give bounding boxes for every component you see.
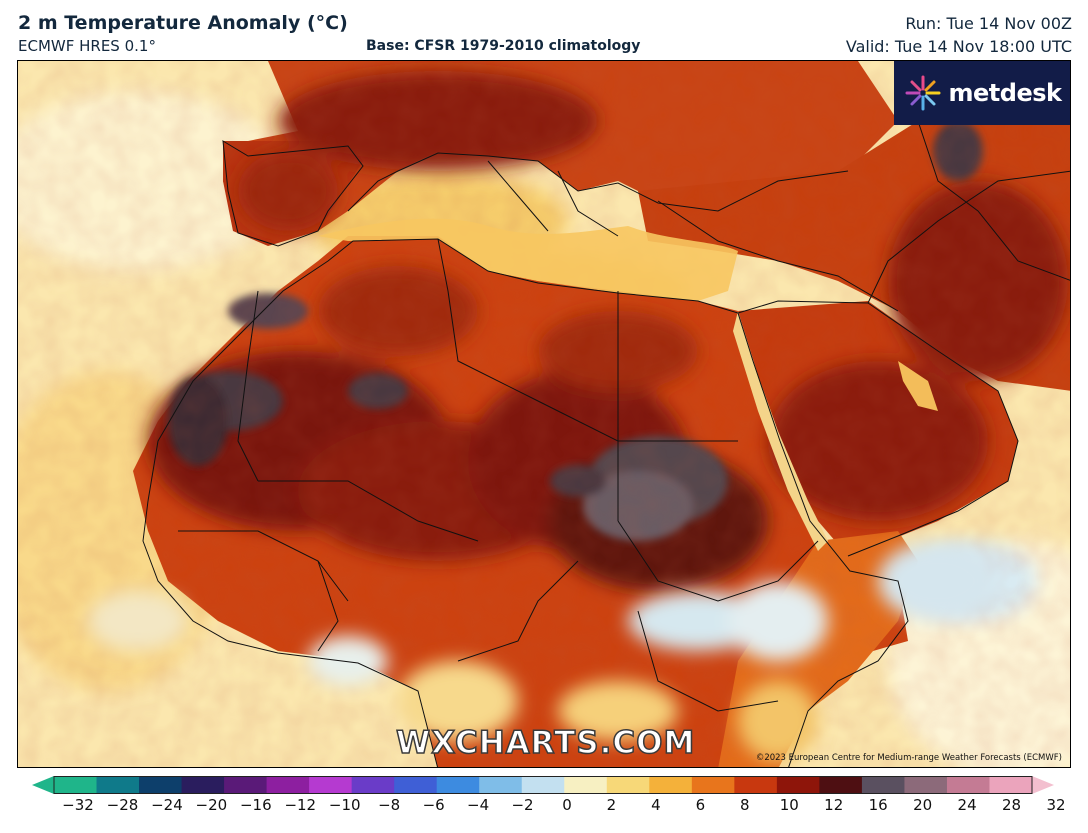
colorbar-tick-label: −16	[239, 796, 272, 814]
colorbar-tick-label: 0	[562, 796, 572, 814]
chart-title: 2 m Temperature Anomaly (°C)	[18, 12, 348, 34]
colorbar-segment	[691, 776, 735, 794]
colorbar-segment	[394, 776, 438, 794]
colorbar-segment	[351, 776, 395, 794]
wxcharts-watermark: WXCHARTS.COM	[395, 724, 696, 762]
colorbar-over-triangle	[1032, 776, 1054, 794]
metdesk-starburst-icon	[905, 75, 941, 111]
colorbar-segment	[139, 776, 183, 794]
colorbar-under-triangle	[32, 776, 54, 794]
colorbar-segment	[606, 776, 650, 794]
colorbar-segment	[989, 776, 1033, 794]
colorbar-segment	[819, 776, 863, 794]
colorbar-tick-label: −12	[284, 796, 317, 814]
colorbar-tick-label: 28	[1001, 796, 1022, 814]
colorbar-segment	[946, 776, 991, 794]
colorbar-tick-labels: −32 −28 −24 −20 −16 −12 −10 −8 −6 −4 −2 0 2 4 6 8 10 12 16…	[0, 796, 1088, 826]
colorbar-tick-label: 24	[957, 796, 977, 814]
colorbar	[32, 776, 1054, 794]
colorbar-tick-label: 6	[695, 796, 706, 814]
colorbar-segment	[54, 776, 98, 794]
climatology-base-label: Base: CFSR 1979-2010 climatology	[366, 38, 641, 54]
colorbar-tick-label: −20	[195, 796, 228, 814]
colorbar-tick-label: −24	[151, 796, 183, 814]
colorbar-tick-label: 2	[606, 796, 617, 814]
metdesk-logo: metdesk	[894, 61, 1070, 125]
colorbar-tick-label: −28	[106, 796, 139, 814]
colorbar-tick-label: 4	[651, 796, 661, 814]
colorbar-tick-label: −2	[511, 796, 534, 814]
run-time-label: Run: Tue 14 Nov 00Z	[905, 14, 1072, 33]
colorbar-segment	[224, 776, 268, 794]
colorbar-tick-label: 10	[779, 796, 799, 814]
colorbar-tick-label: 8	[740, 796, 750, 814]
colorbar-tick-label: −32	[62, 796, 94, 814]
colorbar-segment	[266, 776, 310, 794]
colorbar-segments	[54, 776, 1033, 794]
colorbar-segment	[904, 776, 948, 794]
colorbar-tick-label: −4	[467, 796, 490, 814]
anomaly-map[interactable]: metdesk WXCHARTS.COM ©2023 European Cent…	[17, 60, 1071, 768]
colorbar-segment	[776, 776, 820, 794]
colorbar-segment	[181, 776, 225, 794]
map-canvas	[18, 61, 1070, 767]
valid-time-label: Valid: Tue 14 Nov 18:00 UTC	[845, 37, 1072, 56]
colorbar-segment	[734, 776, 778, 794]
colorbar-segment	[861, 776, 906, 794]
colorbar-tick-label: −10	[328, 796, 361, 814]
colorbar-outline	[53, 776, 1033, 794]
ecmwf-copyright: ©2023 European Centre for Medium-range W…	[755, 753, 1062, 763]
colorbar-segment	[564, 776, 608, 794]
colorbar-tick-label: 12	[824, 796, 844, 814]
colorbar-segment	[649, 776, 693, 794]
cool-anomaly-patches	[88, 541, 998, 761]
metdesk-logo-text: metdesk	[948, 79, 1062, 107]
model-label: ECMWF HRES 0.1°	[18, 37, 156, 55]
colorbar-segment	[521, 776, 565, 794]
colorbar-segment	[96, 776, 140, 794]
colorbar-tick-label: 16	[868, 796, 888, 814]
colorbar-tick-label: 20	[913, 796, 933, 814]
colorbar-tick-label: 32	[1046, 796, 1066, 814]
colorbar-segment	[309, 776, 353, 794]
colorbar-segment	[479, 776, 523, 794]
texture-overlay	[18, 61, 1070, 767]
colorbar-segment	[436, 776, 480, 794]
colorbar-tick-label: −8	[378, 796, 401, 814]
colorbar-tick-label: −6	[422, 796, 445, 814]
borders-and-coastlines	[142, 120, 1070, 767]
